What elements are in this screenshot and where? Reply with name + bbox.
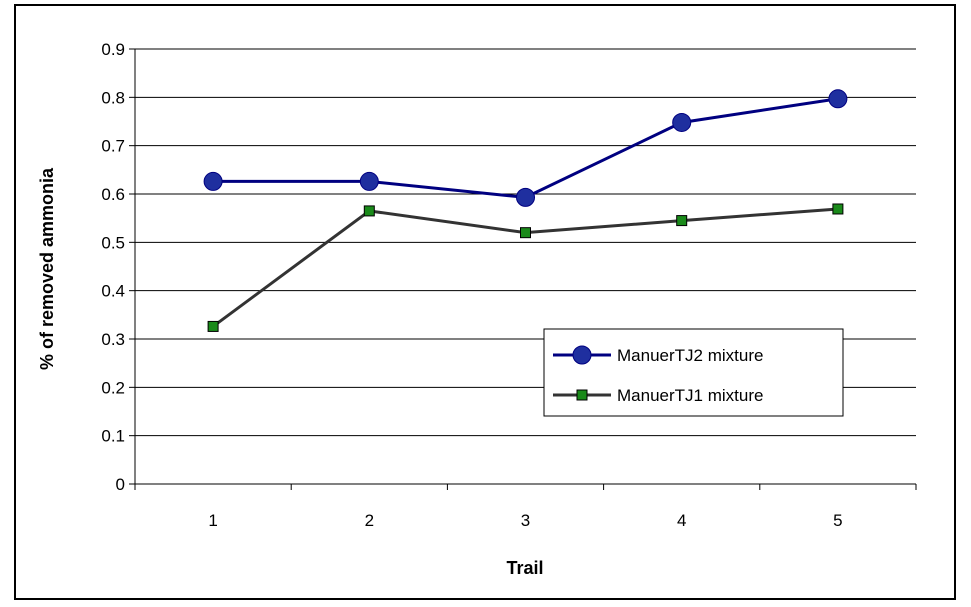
x-tick-label: 2 [365,511,374,530]
data-point [828,89,848,109]
y-tick-label: 0.6 [101,185,125,204]
x-tick-label: 1 [208,511,217,530]
y-tick-label: 0.4 [101,282,125,301]
y-tick-label: 0.5 [101,233,125,252]
x-tick-label: 3 [521,511,530,530]
data-point [572,345,592,365]
data-point [359,171,379,191]
series-layer [203,89,848,332]
series-line [213,97,839,199]
data-point [363,205,375,217]
y-tick-label: 0.7 [101,137,125,156]
data-point [576,389,588,401]
y-tick-label: 0.8 [101,88,125,107]
x-tick-label: 5 [833,511,842,530]
legend-box [543,328,844,417]
y-axis-title: % of removed ammonia [37,167,57,370]
y-tick-label: 0.2 [101,378,125,397]
gridlines [129,48,916,485]
series-group [207,203,844,332]
y-tick-label: 0.3 [101,330,125,349]
legend-label: ManuerTJ1 mixture [617,386,763,405]
data-point [676,215,688,227]
axes [134,49,917,490]
data-point [203,171,223,191]
y-tick-label: 0.9 [101,40,125,59]
x-tick-labels: 1 2 3 4 5 [208,511,842,530]
y-tick-label: 0 [116,475,125,494]
y-tick-label: 0.1 [101,427,125,446]
series-line [212,207,839,328]
y-tick-labels: 0 0.1 0.2 0.3 0.4 0.5 0.6 0.7 0.8 0.9 [101,40,125,494]
legend: ManuerTJ2 mixture ManuerTJ1 mixture [543,328,844,417]
series-group [203,89,848,207]
x-tick-label: 4 [677,511,686,530]
data-point [520,227,531,239]
legend-item: ManuerTJ2 mixture [553,345,763,365]
data-point [207,320,219,332]
data-point [516,187,535,207]
legend-label: ManuerTJ2 mixture [617,346,763,365]
data-point [672,112,692,132]
legend-item: ManuerTJ1 mixture [553,386,763,405]
data-point [832,203,844,215]
x-axis-title: Trail [506,558,543,578]
